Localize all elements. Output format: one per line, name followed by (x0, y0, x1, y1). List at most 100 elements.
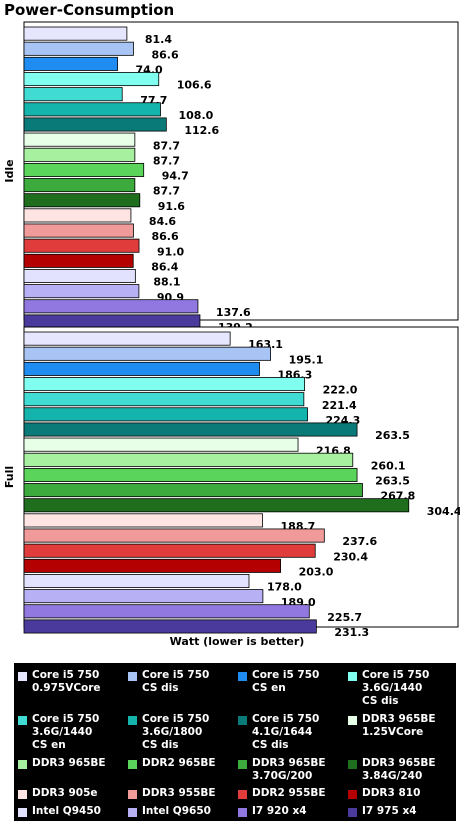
legend-label: Core i5 750 3.6G/1440 CS dis (362, 669, 430, 707)
legend-label: DDR3 810 (362, 787, 421, 800)
legend-label: Core i5 750 3.6G/1800 CS dis (142, 712, 210, 751)
data-label: 87.7 (153, 154, 180, 167)
bar (23, 392, 305, 407)
bar (23, 117, 167, 132)
bar (23, 574, 250, 589)
legend-swatch (128, 790, 137, 800)
legend-label: Core i5 750 CS en (252, 669, 320, 694)
group-label-full: Full (3, 466, 16, 488)
legend-label: Core i5 750 0.975VCore (32, 669, 101, 694)
bar (23, 422, 358, 437)
legend-item: Core i5 750 CS en (238, 669, 348, 711)
bar (23, 558, 281, 573)
legend-label: DDR3 905e (32, 787, 98, 800)
bar (23, 513, 263, 528)
bar (23, 314, 201, 329)
legend-swatch (18, 759, 27, 769)
legend-item: Core i5 750 3.6G/1440 CS dis (348, 669, 458, 711)
bar (23, 377, 306, 392)
data-label: 86.6 (151, 230, 178, 243)
legend-label: DDR2 955BE (252, 787, 326, 800)
bar (23, 331, 231, 346)
data-label: 304.4 (427, 505, 460, 518)
bar (23, 41, 134, 56)
legend-label: Core i5 750 CS dis (142, 669, 210, 694)
bar (23, 178, 136, 193)
legend-item: DDR3 810 (348, 787, 458, 803)
legend-item: DDR2 965BE (128, 757, 238, 786)
x-axis-label: Watt (lower is better) (170, 635, 305, 648)
legend-swatch (128, 672, 137, 681)
legend-label: DDR3 965BE 3.84G/240 (362, 756, 436, 782)
legend-label: Core i5 750 3.6G/1440 CS en (32, 712, 100, 751)
data-label: 263.5 (375, 429, 410, 442)
legend-label: DDR2 965BE (142, 756, 216, 769)
bar (23, 543, 316, 558)
legend-item: I7 920 x4 (238, 805, 348, 821)
legend-item: DDR3 965BE 3.70G/200 (238, 757, 348, 786)
legend-swatch (348, 759, 357, 769)
legend-item: DDR2 955BE (238, 787, 348, 803)
data-label: 88.1 (153, 276, 180, 289)
legend-item: DDR3 905e (18, 787, 128, 803)
bar (23, 483, 363, 498)
bar (23, 26, 128, 41)
legend-item: Core i5 750 4.1G/1644 CS dis (238, 713, 348, 755)
legend-item: Intel Q9650 (128, 805, 238, 821)
bar (23, 284, 140, 299)
data-label: 108.0 (179, 109, 214, 122)
data-label: 86.6 (151, 48, 178, 61)
bar (23, 361, 260, 376)
bar (23, 72, 160, 87)
legend-item: Core i5 750 3.6G/1440 CS en (18, 713, 128, 755)
legend-item: DDR3 965BE (18, 757, 128, 786)
legend-item: DDR3 965BE 3.84G/240 (348, 757, 458, 786)
bar (23, 162, 145, 177)
data-label: 222.0 (323, 384, 358, 397)
bar (23, 193, 141, 208)
legend-swatch (238, 808, 247, 818)
bar (23, 253, 134, 268)
legend-item: Intel Q9450 (18, 805, 128, 821)
legend-label: DDR3 965BE (32, 756, 106, 769)
bar (23, 346, 272, 361)
bar (23, 437, 299, 452)
legend-swatch (18, 715, 27, 725)
bar (23, 132, 136, 147)
data-label: 87.7 (153, 139, 180, 152)
bar (23, 589, 264, 604)
legend-swatch (238, 672, 247, 681)
data-label: 221.4 (322, 399, 357, 412)
bar (23, 208, 132, 223)
data-label: 178.0 (267, 581, 302, 594)
legend-swatch (238, 715, 247, 725)
legend-label: I7 920 x4 (252, 805, 307, 818)
data-label: 81.4 (145, 33, 172, 46)
bar (23, 604, 310, 619)
chart-title: Power-Consumption (4, 1, 174, 19)
data-label: 86.4 (151, 260, 178, 273)
legend-label: DDR3 965BE 3.70G/200 (252, 756, 326, 782)
chart: Power-Consumption Idle81.486.674.0106.67… (3, 1, 460, 648)
legend-item: Core i5 750 0.975VCore (18, 669, 128, 711)
data-label: 225.7 (327, 611, 362, 624)
data-label: 231.3 (334, 626, 369, 639)
legend-swatch (18, 672, 27, 681)
bar (23, 87, 123, 102)
data-label: 263.5 (375, 475, 410, 488)
bar (23, 147, 136, 162)
legend-swatch (128, 715, 137, 725)
legend-swatch (128, 808, 137, 818)
legend-label: Intel Q9650 (142, 805, 211, 818)
bar (23, 407, 308, 422)
legend-item: DDR3 965BE 1.25VCore (348, 713, 458, 755)
data-label: 137.6 (216, 306, 251, 319)
data-label: 87.7 (153, 185, 180, 198)
bar (23, 56, 118, 71)
group-label-idle: Idle (3, 159, 16, 182)
data-label: 230.4 (333, 550, 368, 563)
plot-area: Idle81.486.674.0106.677.7108.0112.687.78… (3, 21, 460, 639)
legend-item: DDR3 955BE (128, 787, 238, 803)
data-label: 91.6 (158, 200, 185, 213)
legend-label: DDR3 955BE (142, 787, 216, 800)
